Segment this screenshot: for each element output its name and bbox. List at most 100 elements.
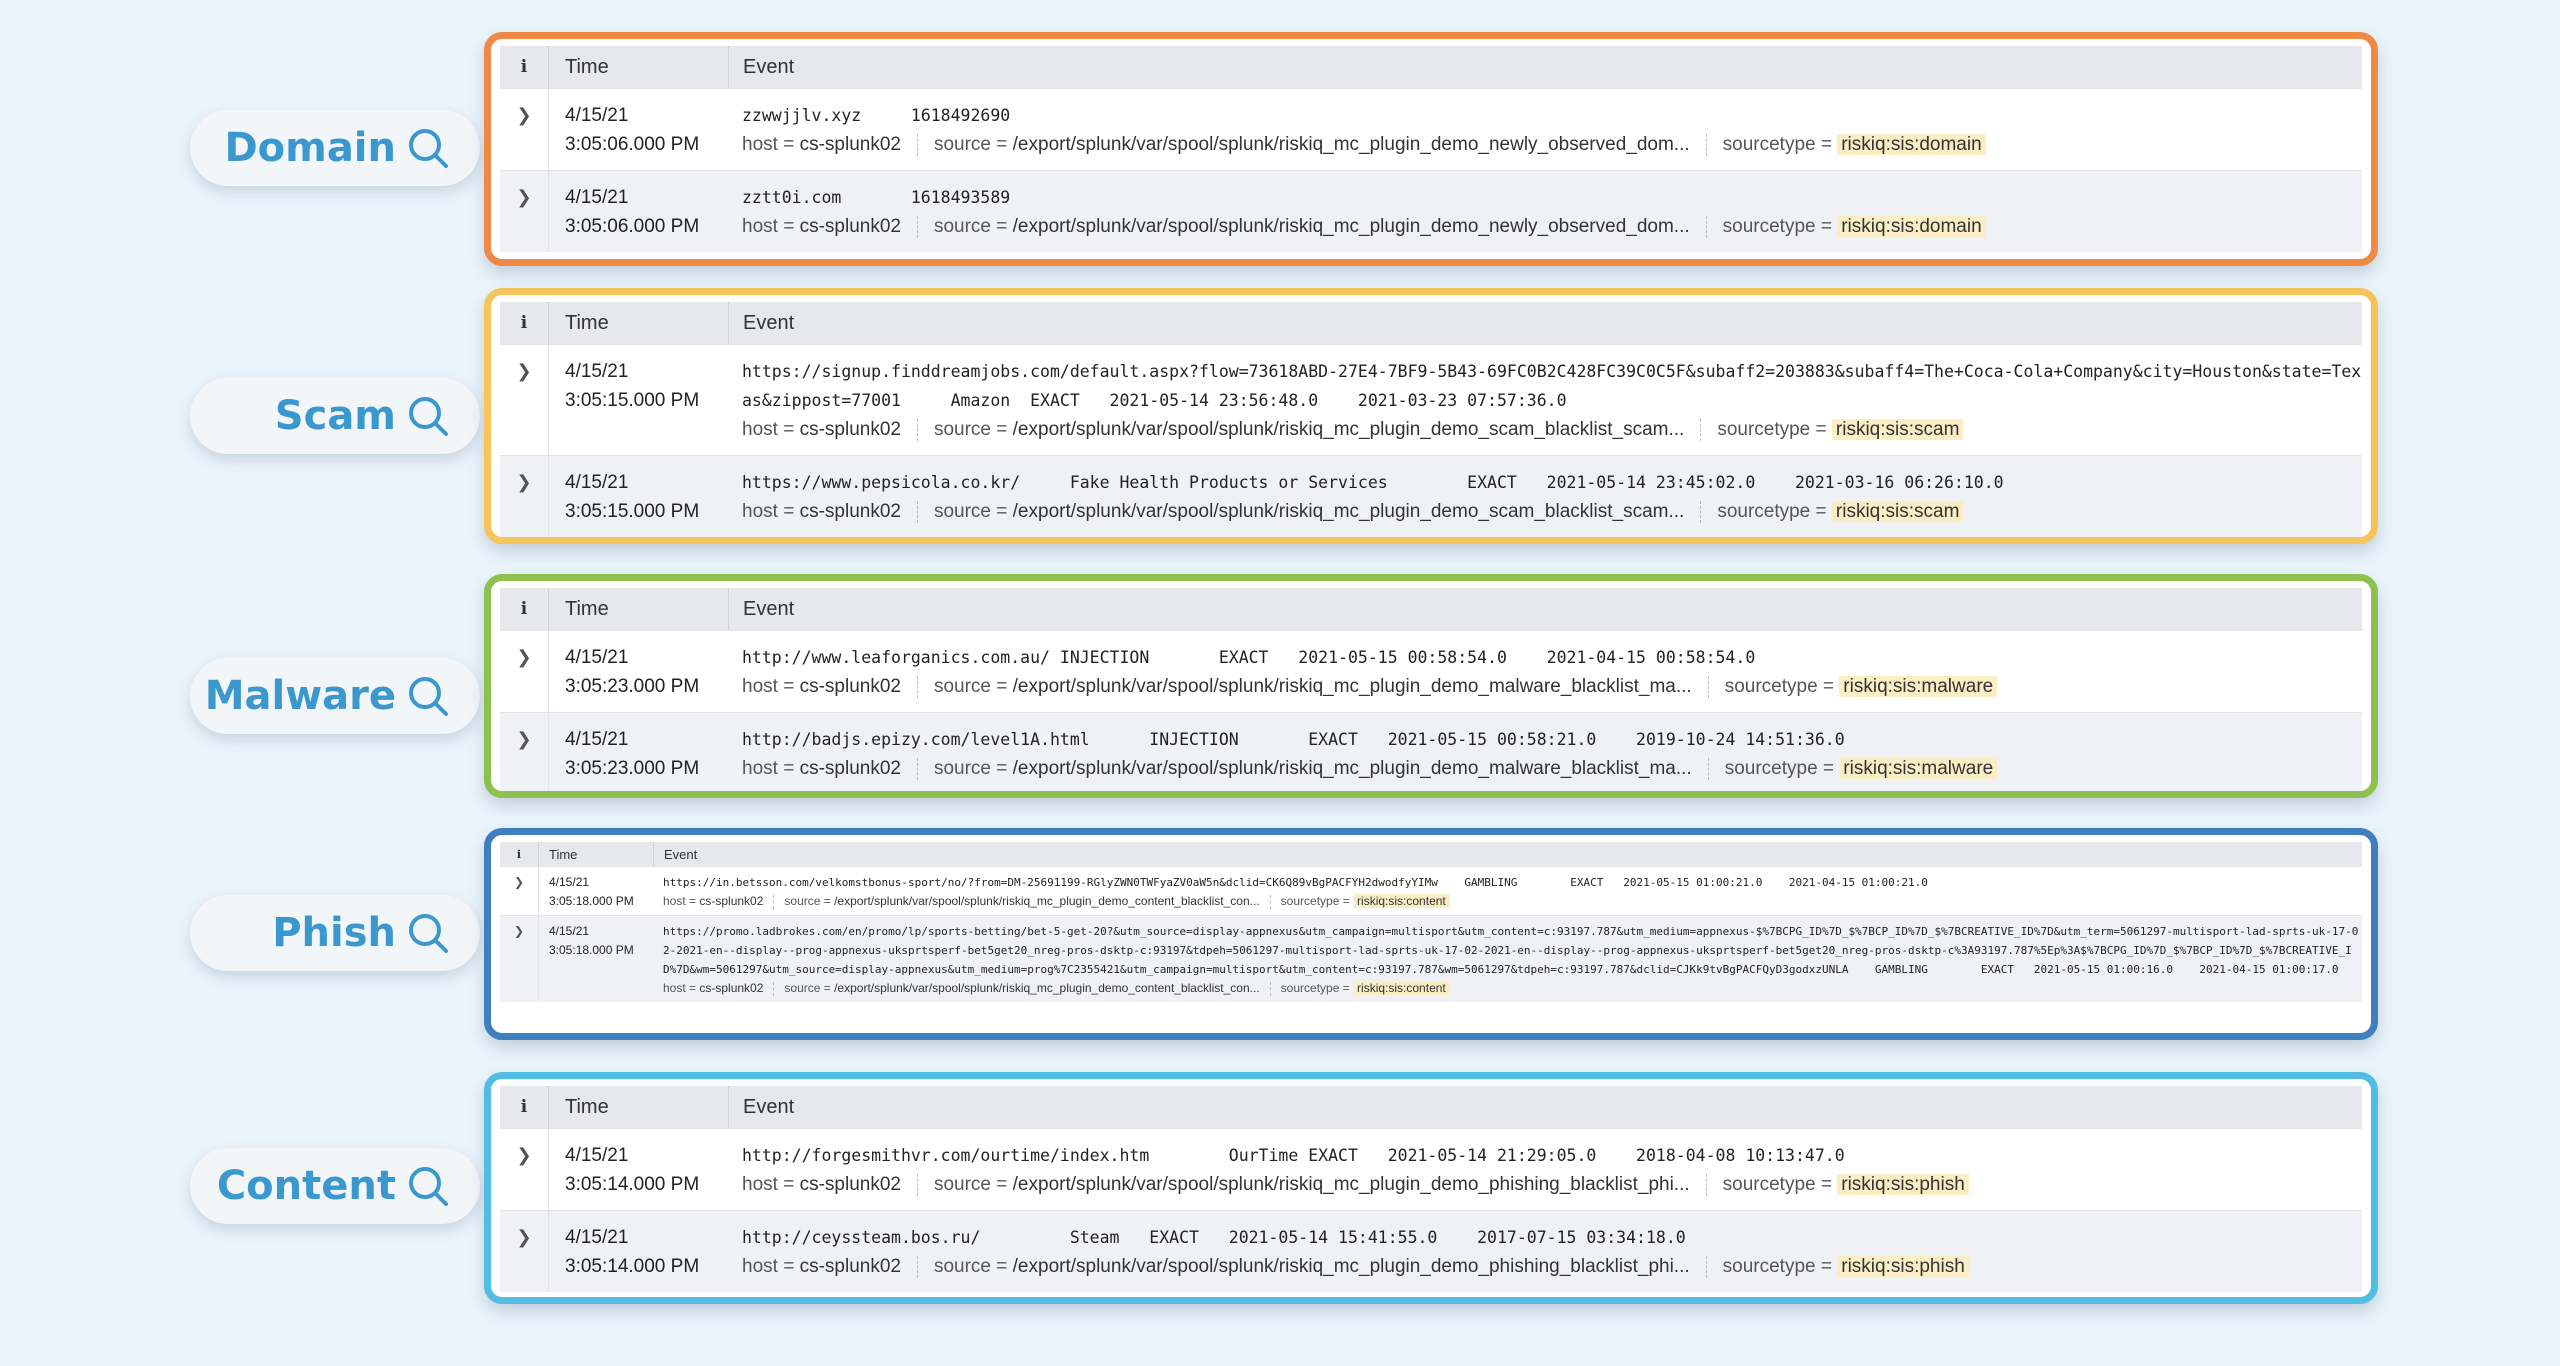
sourcetype-value[interactable]: riskiq:sis:content: [1353, 981, 1450, 995]
event-fields: host = cs-splunk02 source = /export/splu…: [663, 892, 2362, 911]
malware-events-table: i Time Event ❯ 4/15/21 3:05:23.000 PM htt…: [500, 588, 2362, 791]
search-icon: [409, 914, 448, 953]
time-column-header[interactable]: Time: [548, 302, 728, 344]
sourcetype-value[interactable]: riskiq:sis:scam: [1831, 419, 1964, 440]
event-column-header[interactable]: Event: [728, 302, 2362, 344]
phish-search-pill[interactable]: Phish: [190, 895, 480, 971]
source-value[interactable]: /export/splunk/var/spool/splunk/riskiq_m…: [1012, 419, 1685, 440]
sourcetype-value[interactable]: riskiq:sis:malware: [1839, 758, 1998, 779]
sourcetype-value[interactable]: riskiq:sis:scam: [1831, 501, 1964, 522]
table-row: ❯ 4/15/21 3:05:14.000 PM http://ceyssteam…: [500, 1210, 2362, 1292]
table-row: ❯ 4/15/21 3:05:14.000 PM http://forgesmit…: [500, 1128, 2362, 1210]
time-column-header[interactable]: Time: [538, 842, 653, 866]
domain-search-pill[interactable]: Domain: [190, 110, 480, 186]
event-fields: host = cs-splunk02 source = /export/splu…: [742, 1170, 2362, 1200]
table-header: i Time Event: [500, 588, 2362, 630]
source-value[interactable]: /export/splunk/var/spool/splunk/riskiq_m…: [1012, 134, 1690, 155]
source-value[interactable]: /export/splunk/var/spool/splunk/riskiq_m…: [834, 894, 1260, 908]
info-column-header[interactable]: i: [520, 57, 528, 77]
sourcetype-value[interactable]: riskiq:sis:domain: [1837, 134, 1986, 155]
host-value[interactable]: cs-splunk02: [699, 981, 764, 995]
expand-row-icon[interactable]: ❯: [513, 924, 525, 938]
event-cell: https://www.pepsicola.co.kr/ Fake Health…: [728, 456, 2362, 537]
expand-row-icon[interactable]: ❯: [516, 361, 532, 382]
search-icon: [409, 397, 448, 436]
malware-results-panel: i Time Event ❯ 4/15/21 3:05:23.000 PM htt…: [484, 574, 2378, 798]
malware-search-pill[interactable]: Malware: [190, 658, 480, 734]
event-column-header[interactable]: Event: [728, 588, 2362, 630]
scam-events-table: i Time Event ❯ 4/15/21 3:05:15.000 PM htt…: [500, 302, 2362, 537]
source-value[interactable]: /export/splunk/var/spool/splunk/riskiq_m…: [1012, 1174, 1690, 1195]
source-value[interactable]: /export/splunk/var/spool/splunk/riskiq_m…: [1012, 1256, 1690, 1277]
search-icon: [409, 677, 448, 716]
event-time: 4/15/21 3:05:23.000 PM: [548, 631, 728, 712]
event-cell: http://ceyssteam.bos.ru/ Steam EXACT 202…: [728, 1211, 2362, 1292]
sourcetype-value[interactable]: riskiq:sis:phish: [1837, 1256, 1969, 1277]
info-column-header[interactable]: i: [520, 313, 528, 333]
info-column-header[interactable]: i: [516, 847, 522, 861]
content-search-pill[interactable]: Content: [190, 1148, 480, 1224]
event-time: 4/15/21 3:05:23.000 PM: [548, 713, 728, 791]
event-fields: host = cs-splunk02 source = /export/splu…: [742, 130, 2362, 160]
sourcetype-value[interactable]: riskiq:sis:phish: [1837, 1174, 1969, 1195]
info-column-header[interactable]: i: [520, 1097, 528, 1117]
expand-row-icon[interactable]: ❯: [516, 105, 532, 126]
table-row: ❯ 4/15/21 3:05:15.000 PM https://www.peps…: [500, 455, 2362, 537]
event-time: 4/15/21 3:05:15.000 PM: [548, 456, 728, 537]
event-raw-text: zzwwjjlv.xyz 1618492690: [742, 106, 1011, 125]
event-cell: zztt0i.com 1618493589 host = cs-splunk02…: [728, 171, 2362, 252]
table-header: i Time Event: [500, 1086, 2362, 1128]
table-header: i Time Event: [500, 302, 2362, 344]
event-cell: http://www.leaforganics.com.au/ INJECTIO…: [728, 631, 2362, 712]
phish-events-table: i Time Event ❯ 4/15/21 3:05:18.000 PM htt…: [500, 842, 2362, 1002]
event-fields: host = cs-splunk02 source = /export/splu…: [742, 415, 2362, 445]
host-value[interactable]: cs-splunk02: [799, 676, 901, 697]
sourcetype-value[interactable]: riskiq:sis:domain: [1837, 216, 1986, 237]
host-value[interactable]: cs-splunk02: [799, 419, 901, 440]
malware-pill-label: Malware: [204, 673, 396, 719]
table-row: ❯ 4/15/21 3:05:18.000 PM https://in.betss…: [500, 866, 2362, 915]
source-value[interactable]: /export/splunk/var/spool/splunk/riskiq_m…: [1012, 216, 1690, 237]
expand-row-icon[interactable]: ❯: [516, 187, 532, 208]
table-row: ❯ 4/15/21 3:05:23.000 PM http://badjs.epi…: [500, 712, 2362, 791]
event-time: 4/15/21 3:05:06.000 PM: [548, 89, 728, 170]
event-raw-text: zztt0i.com 1618493589: [742, 188, 1011, 207]
source-value[interactable]: /export/splunk/var/spool/splunk/riskiq_m…: [1012, 758, 1692, 779]
time-column-header[interactable]: Time: [548, 588, 728, 630]
expand-row-icon[interactable]: ❯: [516, 472, 532, 493]
host-value[interactable]: cs-splunk02: [799, 1174, 901, 1195]
time-column-header[interactable]: Time: [548, 46, 728, 88]
source-value[interactable]: /export/splunk/var/spool/splunk/riskiq_m…: [1012, 501, 1685, 522]
expand-row-icon[interactable]: ❯: [516, 647, 532, 668]
host-value[interactable]: cs-splunk02: [699, 894, 764, 908]
event-fields: host = cs-splunk02 source = /export/splu…: [742, 212, 2362, 242]
event-cell: https://promo.ladbrokes.com/en/promo/lp/…: [653, 916, 2362, 1002]
info-column-header[interactable]: i: [520, 599, 528, 619]
event-raw-text: https://in.betsson.com/velkomstbonus-spo…: [663, 876, 1928, 889]
content-pill-label: Content: [216, 1163, 396, 1209]
event-raw-text: https://signup.finddreamjobs.com/default…: [742, 362, 2362, 410]
host-value[interactable]: cs-splunk02: [799, 501, 901, 522]
host-value[interactable]: cs-splunk02: [799, 216, 901, 237]
event-column-header[interactable]: Event: [653, 842, 2362, 866]
event-time: 4/15/21 3:05:14.000 PM: [548, 1129, 728, 1210]
sourcetype-value[interactable]: riskiq:sis:content: [1353, 894, 1450, 908]
host-value[interactable]: cs-splunk02: [799, 1256, 901, 1277]
expand-row-icon[interactable]: ❯: [516, 1227, 532, 1248]
host-value[interactable]: cs-splunk02: [799, 134, 901, 155]
time-column-header[interactable]: Time: [548, 1086, 728, 1128]
expand-row-icon[interactable]: ❯: [513, 875, 525, 889]
source-value[interactable]: /export/splunk/var/spool/splunk/riskiq_m…: [834, 981, 1260, 995]
host-value[interactable]: cs-splunk02: [799, 758, 901, 779]
event-raw-text: http://ceyssteam.bos.ru/ Steam EXACT 202…: [742, 1228, 1686, 1247]
table-header: i Time Event: [500, 842, 2362, 866]
expand-row-icon[interactable]: ❯: [516, 729, 532, 750]
event-column-header[interactable]: Event: [728, 1086, 2362, 1128]
event-cell: http://badjs.epizy.com/level1A.html INJE…: [728, 713, 2362, 791]
phish-results-panel: i Time Event ❯ 4/15/21 3:05:18.000 PM htt…: [484, 828, 2378, 1040]
event-column-header[interactable]: Event: [728, 46, 2362, 88]
expand-row-icon[interactable]: ❯: [516, 1145, 532, 1166]
sourcetype-value[interactable]: riskiq:sis:malware: [1839, 676, 1998, 697]
source-value[interactable]: /export/splunk/var/spool/splunk/riskiq_m…: [1012, 676, 1692, 697]
scam-search-pill[interactable]: Scam: [190, 378, 480, 454]
